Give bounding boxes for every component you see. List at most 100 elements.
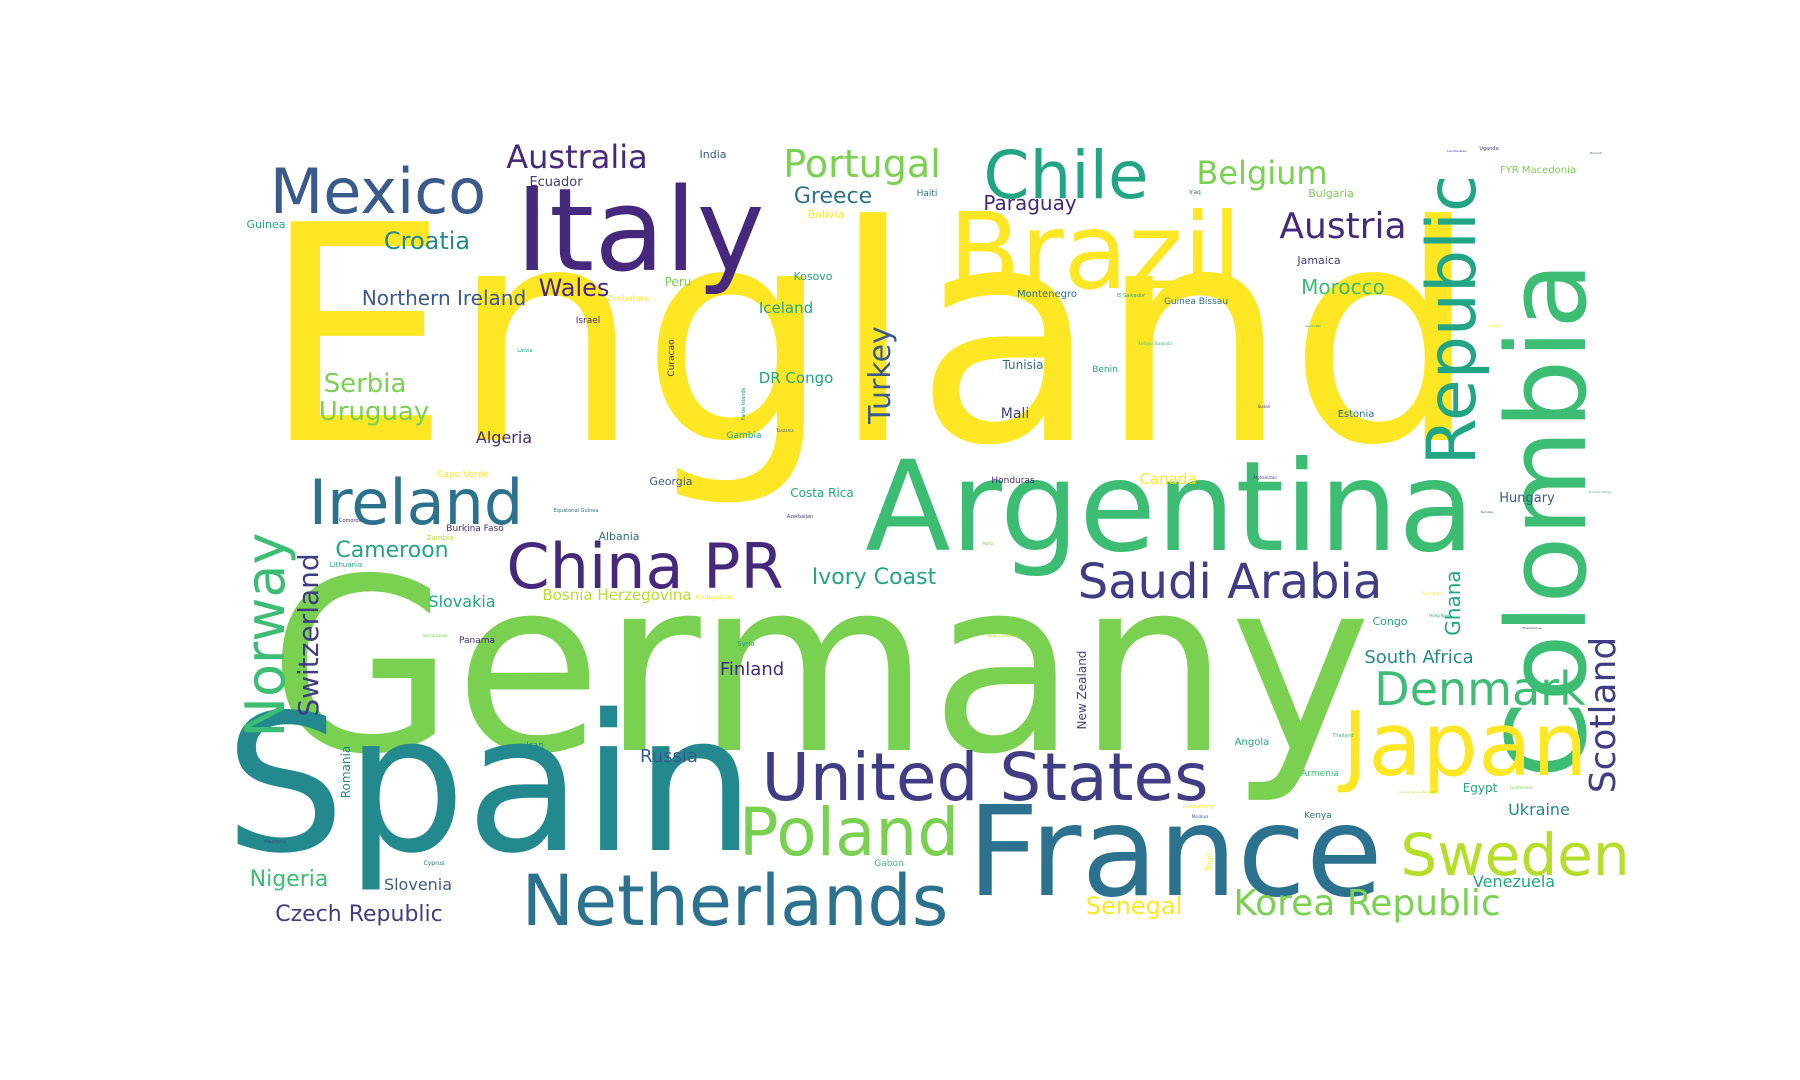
- word-comoros: Comoros: [339, 518, 361, 524]
- word-kosovo: Kosovo: [793, 270, 832, 283]
- word-guinea: Guinea: [246, 218, 285, 231]
- word-nigeria: Nigeria: [250, 867, 329, 892]
- word-scotland: Scotland: [1583, 637, 1624, 794]
- word-syria: Syria: [737, 640, 755, 648]
- word-iran: Iran: [526, 741, 544, 751]
- word-chile: Chile: [983, 137, 1148, 214]
- word-faroe-islands: Faroe Islands: [741, 387, 747, 420]
- word-montenegro: Montenegro: [1017, 289, 1077, 300]
- word-gabon: Gabon: [874, 859, 903, 869]
- word-china-pr: China PR: [506, 530, 783, 603]
- word-fyr-macedonia: FYR Macedonia: [1500, 165, 1576, 176]
- word-slovenia: Slovenia: [384, 875, 452, 894]
- word-new-caledonia: New Caledonia: [988, 633, 1018, 638]
- word-azerbaijan: Azerbaijan: [787, 514, 813, 520]
- word-france: France: [967, 780, 1383, 925]
- word-mozambique: Mozambique: [1522, 626, 1541, 630]
- word-trinidad-tobago: Trinidad Tobago: [1587, 490, 1612, 494]
- word-venezuela: Venezuela: [1473, 872, 1555, 891]
- word-jamaica: Jamaica: [1296, 254, 1340, 267]
- word-central-african-republic: Central African Republic: [1399, 790, 1435, 794]
- word-lithuania: Lithuania: [330, 561, 362, 569]
- word-new-zealand: New Zealand: [1075, 651, 1089, 730]
- word-hungary: Hungary: [1499, 491, 1555, 506]
- word-poland: Poland: [739, 794, 959, 871]
- word-slovakia: Slovakia: [428, 592, 495, 611]
- word-egypt: Egypt: [1463, 781, 1498, 795]
- word-dr-congo: DR Congo: [759, 369, 834, 387]
- word-hong-kong: Hong Kong: [1429, 613, 1451, 618]
- word-estonia: Estonia: [1338, 409, 1375, 420]
- word-colombia: Colombia: [1483, 262, 1611, 779]
- word-greece: Greece: [794, 184, 872, 209]
- word-canada: Canada: [1139, 470, 1196, 488]
- word-bosnia-herzegovina: Bosnia Herzegovina: [542, 586, 691, 604]
- word-sierra-leone: Sierra Leone: [422, 633, 448, 638]
- word-haiti: Haiti: [917, 189, 938, 199]
- word-ireland: Ireland: [309, 466, 523, 539]
- word-morocco: Morocco: [1301, 275, 1385, 299]
- word-cape-verde: Cape Verde: [437, 470, 489, 480]
- word-bulgaria: Bulgaria: [1308, 187, 1354, 200]
- word-costa-rica: Costa Rica: [790, 486, 853, 500]
- word-suriname: Suriname: [1422, 591, 1442, 596]
- word-norway: Norway: [234, 533, 297, 738]
- word-iraq: Iraq: [1189, 189, 1201, 196]
- word-japan: Japan: [1337, 693, 1587, 796]
- word-united-states: United States: [762, 739, 1209, 816]
- word-togo: Togo: [1205, 853, 1214, 873]
- word-georgia: Georgia: [649, 475, 692, 488]
- word-czech-republic: Czech Republic: [275, 902, 443, 927]
- word-northern-ireland: Northern Ireland: [362, 286, 526, 310]
- word-el-salvador: El Salvador: [1117, 293, 1146, 299]
- word-kenya: Kenya: [1304, 811, 1332, 821]
- word-gambia: Gambia: [727, 431, 762, 441]
- word-iceland: Iceland: [759, 299, 813, 317]
- word-latvia: Latvia: [517, 348, 532, 354]
- word-ecuador: Ecuador: [529, 175, 583, 190]
- word-mali: Mali: [1001, 406, 1029, 422]
- word-armenia: Armenia: [1301, 769, 1339, 779]
- word-namibia: Namibia: [1481, 510, 1494, 514]
- word-romania: Romania: [339, 746, 353, 798]
- word-uganda: Uganda: [1479, 146, 1498, 152]
- word-turkey: Turkey: [863, 326, 898, 425]
- word-honduras: Honduras: [991, 476, 1035, 486]
- word-mexico: Mexico: [270, 155, 487, 228]
- word-burkina-faso: Burkina Faso: [446, 524, 504, 534]
- word-guadeloupe: Guadeloupe: [1424, 512, 1442, 516]
- word-england: England: [261, 162, 1479, 511]
- word-denmark: Denmark: [1374, 662, 1586, 716]
- word-thailand: Thailand: [1331, 733, 1353, 739]
- word-saint-kitts: Saint Kitts: [1305, 324, 1321, 328]
- word-ghana: Ghana: [1441, 570, 1465, 635]
- word-israel: Israel: [576, 316, 601, 326]
- word-tunisia: Tunisia: [1002, 358, 1044, 372]
- word-tanzania: Tanzania: [775, 428, 794, 433]
- word-finland: Finland: [720, 659, 784, 680]
- word-afghanistan: Afghanistan: [1253, 475, 1277, 480]
- word-senegal: Senegal: [1086, 892, 1183, 920]
- word-australia: Australia: [506, 138, 648, 176]
- word-zimbabwe: Zimbabwe: [607, 294, 649, 303]
- word-portugal: Portugal: [783, 142, 940, 186]
- word-albania: Albania: [598, 530, 639, 543]
- word-luxembourg: Luxembourg: [1182, 804, 1213, 810]
- word-republic: Republic: [1413, 175, 1492, 466]
- word-sweden: Sweden: [1400, 821, 1629, 889]
- word-antigua-barbuda: Antigua Barbuda: [1138, 341, 1172, 346]
- word-austria: Austria: [1279, 206, 1406, 247]
- word-ukraine: Ukraine: [1508, 800, 1570, 819]
- word-mauritania: Mauritania: [264, 839, 286, 844]
- word-angola: Angola: [1235, 737, 1270, 748]
- word-moldova: Moldova: [1192, 814, 1209, 819]
- word-burundi: Burundi: [1590, 151, 1602, 155]
- word-liechtenstein: Liechtenstein: [1447, 149, 1467, 153]
- word-russia: Russia: [640, 746, 698, 767]
- word-saudi-arabia: Saudi Arabia: [1078, 554, 1383, 610]
- word-south-africa: South Africa: [1364, 647, 1473, 668]
- word-spain: Spain: [225, 674, 756, 895]
- word-cyprus: Cyprus: [424, 860, 445, 867]
